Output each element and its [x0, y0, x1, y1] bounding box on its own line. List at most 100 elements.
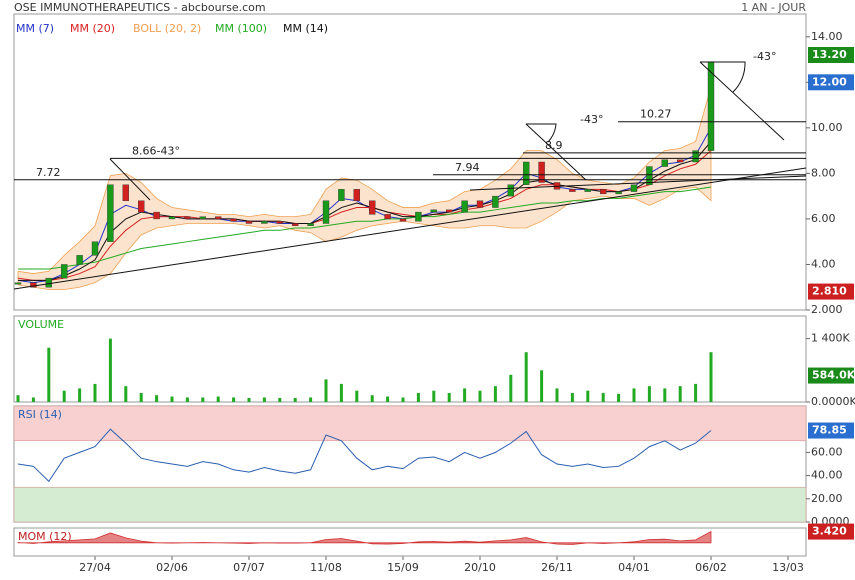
panel-title: MOM (12) [18, 530, 72, 543]
y-tick-label: 0.0000K [811, 395, 855, 408]
volume-bar [570, 392, 574, 402]
candle [661, 159, 668, 167]
y-tick-label: 8.00 [811, 166, 836, 179]
candle [76, 255, 83, 265]
bollinger-band [17, 86, 712, 290]
y-tick-label: 20.00 [811, 492, 843, 505]
volume-bar [232, 397, 236, 402]
badge-label: 584.0K [812, 369, 855, 382]
badge-label: 13.20 [812, 48, 847, 61]
angle-note: -43° [753, 50, 776, 63]
volume-bar [432, 390, 436, 402]
candle [399, 218, 407, 222]
volume-bar [293, 397, 297, 402]
candle [184, 216, 191, 220]
candle [230, 218, 237, 222]
volume-bar [124, 386, 128, 402]
volume-bar [324, 379, 328, 402]
period: 1 AN - JOUR [741, 1, 806, 14]
volume-bar [93, 383, 97, 402]
volume-bar [62, 390, 66, 402]
x-tick-label: 27/04 [79, 561, 111, 574]
badge [808, 46, 854, 63]
candle [107, 184, 114, 242]
x-tick-label: 20/10 [464, 561, 496, 574]
candle [153, 211, 160, 220]
legend-entry: MM (14) [283, 22, 328, 35]
candle [353, 189, 360, 201]
candle [461, 200, 468, 213]
badge-label: 12.00 [812, 75, 847, 88]
volume-bar [201, 397, 205, 402]
candle [14, 282, 22, 285]
angle-line [109, 158, 151, 201]
badge-label: 2.810 [812, 285, 847, 298]
legend-entry: MM (20) [70, 22, 115, 35]
volume-bar [262, 397, 266, 402]
candle [692, 150, 699, 163]
level-label: 10.27 [640, 108, 672, 121]
volume-bar [601, 392, 605, 402]
volume-bar [555, 388, 559, 402]
candle [538, 161, 545, 183]
x-tick-label: 07/07 [233, 561, 265, 574]
rsi-line [17, 428, 712, 483]
volume-bar [47, 347, 51, 402]
candle [630, 184, 638, 192]
volume-bar [663, 388, 667, 402]
y-tick-label: 6.00 [811, 212, 836, 225]
moving-average [17, 150, 712, 281]
candle [91, 241, 99, 256]
candle [369, 200, 376, 215]
volume-bar [416, 392, 420, 402]
panel-title: RSI (14) [18, 408, 62, 421]
candle [61, 264, 68, 279]
candle [245, 220, 253, 224]
volume-bar [355, 390, 359, 402]
candle [523, 161, 530, 185]
legend-entry: BOLL (20, 2) [133, 22, 201, 35]
candle [292, 223, 299, 226]
volume-bar [309, 397, 313, 402]
candle [600, 189, 607, 195]
zone [13, 405, 807, 442]
candle [415, 211, 422, 222]
candle [584, 189, 591, 192]
candle [276, 220, 283, 224]
candle [168, 216, 176, 220]
x-tick-label: 06/02 [695, 561, 727, 574]
volume-bar [678, 386, 682, 402]
volume-bar [709, 352, 713, 402]
legend-entry: MM (100) [215, 22, 267, 35]
volume-bar [339, 383, 343, 402]
trend-line [469, 175, 807, 191]
y-tick-label: 10.00 [811, 121, 843, 134]
candle [615, 191, 622, 195]
volume-bar [647, 386, 651, 402]
candle [137, 200, 145, 213]
legend-entry: MM (7) [16, 22, 54, 35]
volume-bar [170, 396, 174, 402]
volume-bar [463, 388, 467, 402]
x-tick-label: 26/11 [541, 561, 573, 574]
x-tick-label: 11/08 [310, 561, 342, 574]
volume-bar [586, 390, 590, 402]
volume-bar [78, 388, 82, 402]
volume-bar [185, 397, 189, 402]
momentum-area [17, 530, 712, 545]
badge [808, 523, 854, 540]
panel-frame [13, 13, 807, 311]
volume-bar [524, 352, 528, 402]
x-tick-label: 04/01 [618, 561, 650, 574]
candle [322, 200, 330, 224]
volume-bar [16, 395, 20, 402]
angle-line [699, 61, 785, 141]
candle [492, 195, 499, 208]
volume-bar [155, 395, 159, 402]
level-label: 8.9 [545, 139, 563, 152]
volume-bar [108, 338, 112, 402]
moving-average [18, 186, 712, 270]
angle-line [525, 123, 587, 181]
candle [122, 184, 130, 201]
